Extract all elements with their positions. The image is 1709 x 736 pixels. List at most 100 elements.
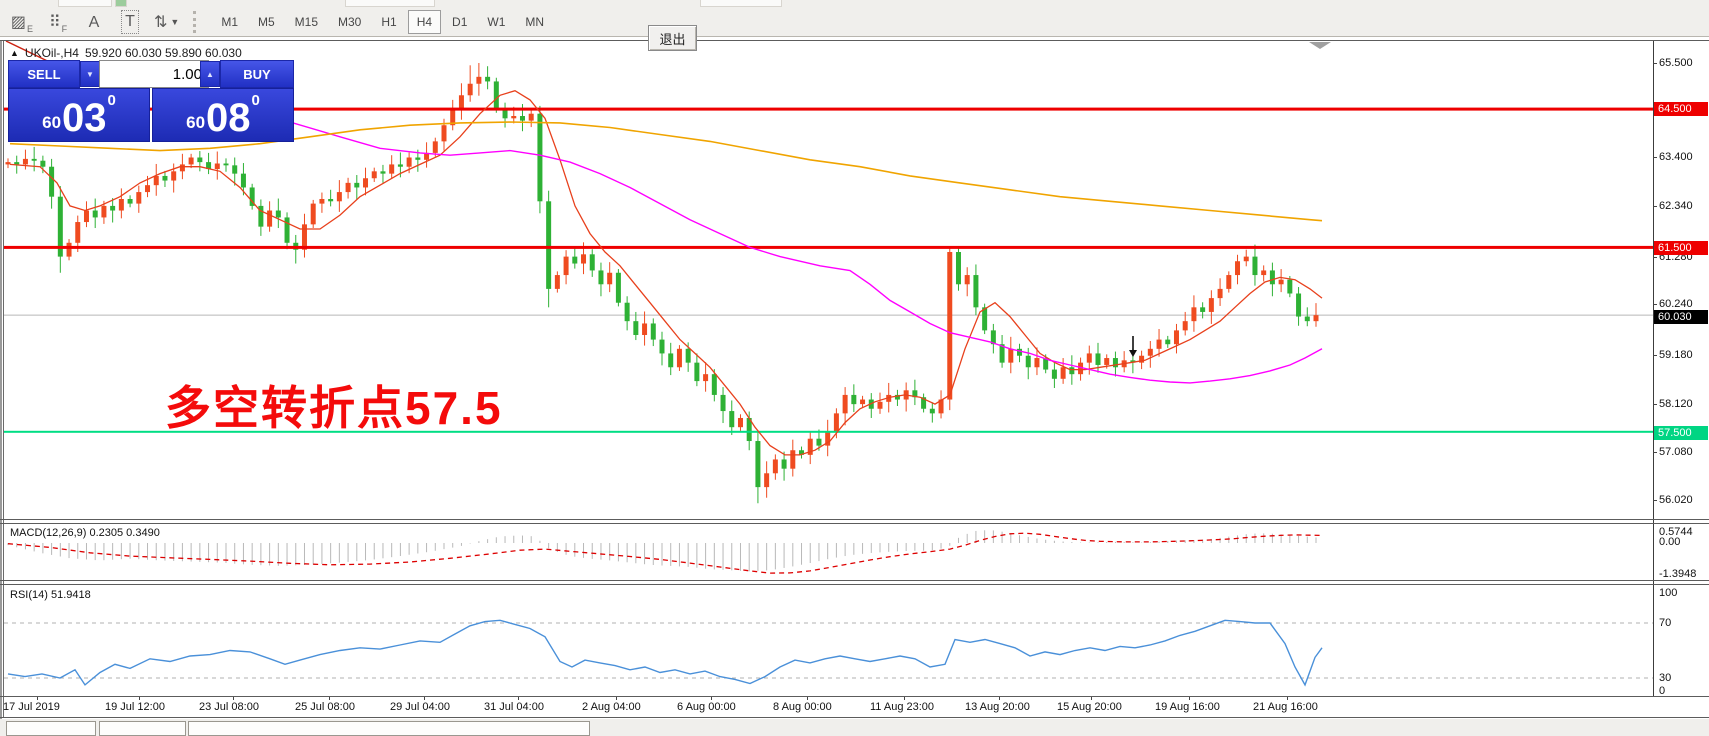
chart-left-border (3, 41, 4, 717)
candle-body (659, 339, 665, 354)
chevron-down-icon[interactable]: ▼ (170, 17, 180, 27)
candle-body (842, 394, 848, 414)
candle-body (668, 353, 674, 368)
candle-body (136, 192, 142, 204)
candle-body (694, 362, 700, 382)
bottom-panel-edge[interactable] (188, 721, 590, 736)
indicator-scale-label: 0.00 (1659, 536, 1681, 548)
candle-body (258, 205, 264, 227)
candle-body (188, 157, 194, 165)
candle-body (807, 438, 813, 455)
rsi-line (7, 619, 1323, 687)
buy-button[interactable]: BUY (220, 60, 294, 88)
axis-tick (1653, 452, 1657, 453)
rsi-panel-separator[interactable] (0, 580, 1709, 581)
time-axis-label: 2 Aug 04:00 (582, 701, 641, 713)
toolbar-grip[interactable] (193, 11, 201, 33)
candle-body (1217, 288, 1223, 299)
candle-body (40, 160, 46, 167)
volume-decrease-button[interactable]: ▼ (80, 61, 100, 87)
candle-body (615, 272, 621, 303)
volume-increase-button[interactable]: ▲ (200, 61, 220, 87)
macd-panel-separator[interactable] (0, 523, 1709, 524)
candle-body (903, 390, 909, 400)
channel-tool-icon-sub: E (27, 24, 34, 34)
buy-price-prefix: 60 (186, 113, 206, 132)
candle-body (607, 272, 613, 285)
timeframe-button-m5[interactable]: M5 (258, 15, 275, 29)
candle-body (1017, 348, 1023, 356)
textbox-tool-icon[interactable]: T (116, 10, 144, 34)
candle-body (720, 394, 726, 412)
sell-price-main: 03 (62, 96, 107, 140)
timeframe-button-w1[interactable]: W1 (487, 15, 506, 29)
candle-body (703, 374, 709, 382)
timeframe-button-m15[interactable]: M15 (294, 15, 319, 29)
price-axis-label: 63.400 (1659, 151, 1693, 163)
label-tool-icon[interactable]: A (80, 10, 108, 34)
macd-panel-separator[interactable] (0, 519, 1709, 520)
top-strip-box (700, 0, 782, 7)
candle-body (101, 205, 107, 218)
time-tick (807, 697, 808, 700)
arrows-tool-icon[interactable]: ⇅ ▼ (152, 10, 181, 34)
sell-price-display[interactable]: 60 03 0 (8, 88, 150, 142)
rsi-panel-separator[interactable] (0, 584, 1709, 585)
axis-tick (1653, 355, 1657, 356)
volume-input[interactable] (99, 60, 209, 88)
rsi-indicator-label: RSI(14) 51.9418 (10, 589, 91, 601)
candle-body (1165, 339, 1171, 345)
price-axis-label: 58.120 (1659, 398, 1693, 410)
time-tick (139, 697, 140, 700)
time-axis-label: 17 Jul 2019 (3, 701, 60, 713)
candle-body (1252, 256, 1258, 276)
top-strip-box (58, 0, 112, 7)
candle-body (799, 450, 805, 455)
timeframe-toolbar: M1 M5 M15 M30 H1 H4 D1 W1 MN (211, 10, 554, 34)
timeframe-button-mn[interactable]: MN (525, 15, 545, 29)
sell-button[interactable]: SELL (8, 60, 80, 88)
bottom-tab[interactable] (6, 721, 96, 736)
candle-body (22, 158, 28, 165)
time-axis-label: 8 Aug 00:00 (773, 701, 832, 713)
channel-tool-icon[interactable]: ▨ E (8, 10, 36, 34)
candle-body (1025, 355, 1031, 368)
candle-body (729, 411, 735, 428)
candle-body (825, 431, 831, 446)
bottom-tab[interactable] (99, 721, 186, 736)
candle-body (1130, 360, 1136, 363)
candle-body (1078, 362, 1084, 375)
candle-body (964, 275, 970, 285)
buy-price-main: 08 (206, 96, 251, 140)
candle-body (1051, 369, 1057, 379)
timeframe-button-m1[interactable]: M1 (221, 15, 238, 29)
candle-body (441, 125, 447, 142)
time-tick (616, 697, 617, 700)
candle-body (424, 152, 430, 160)
candle-body (179, 164, 185, 172)
exit-button[interactable]: 退出 (648, 25, 697, 51)
bottom-tabs-bar (0, 719, 1709, 736)
candle-body (145, 185, 151, 193)
time-tick (1091, 697, 1092, 700)
timeframe-button-h4[interactable]: H4 (407, 10, 442, 34)
chart-text-annotation: 多空转折点57.5 (165, 382, 503, 434)
macd-indicator-label: MACD(12,26,9) 0.2305 0.3490 (10, 527, 160, 539)
candle-body (860, 399, 866, 405)
chart-collapse-icon[interactable]: ▲ (10, 48, 19, 58)
candle-body (973, 275, 979, 308)
timeframe-button-d1[interactable]: D1 (452, 15, 468, 29)
buy-price-display[interactable]: 60 08 0 (152, 88, 294, 142)
candle-body (502, 109, 508, 119)
candle-body (75, 222, 81, 243)
timeframe-button-m30[interactable]: M30 (338, 15, 362, 29)
timeframe-button-h1[interactable]: H1 (381, 15, 397, 29)
candle-body (685, 348, 691, 363)
candle-body (57, 196, 63, 257)
candle-body (929, 408, 935, 414)
horizontal-line[interactable] (4, 245, 1653, 249)
fibo-tool-icon[interactable]: ⠿ F (44, 10, 72, 34)
chart-shift-marker[interactable] (1309, 42, 1331, 49)
candle-body (772, 459, 778, 474)
candle-body (1156, 339, 1162, 349)
